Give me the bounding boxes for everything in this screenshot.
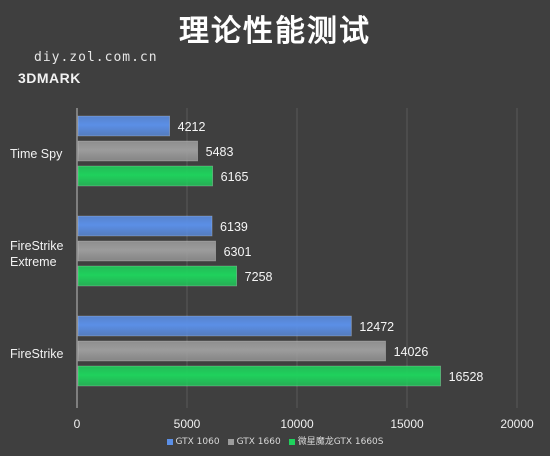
data-label: 16528 — [449, 370, 484, 384]
data-label: 14026 — [394, 345, 429, 359]
bar — [77, 340, 386, 362]
x-tick-label: 10000 — [280, 417, 314, 431]
bar — [77, 265, 237, 287]
source-watermark: diy.zol.com.cn — [34, 50, 158, 65]
bar — [77, 165, 213, 187]
legend-label: GTX 1060 — [175, 437, 220, 447]
data-label: 5483 — [206, 145, 234, 159]
legend-swatch — [166, 438, 173, 445]
chart-title: 理论性能测试 — [179, 14, 371, 49]
legend-label: 微星魔龙GTX 1660S — [297, 437, 384, 447]
legend-item: GTX 1060 — [166, 437, 220, 447]
x-tick-label: 5000 — [174, 417, 201, 431]
bar — [77, 240, 216, 262]
data-label: 4212 — [178, 120, 206, 134]
bar — [77, 140, 198, 162]
legend-swatch — [227, 438, 234, 445]
category-label: Time Spy — [10, 147, 63, 161]
chart-subtitle: 3DMARK — [18, 70, 81, 86]
bar — [77, 315, 352, 337]
legend-label: GTX 1660 — [236, 437, 281, 447]
x-tick-label: 0 — [74, 417, 81, 431]
bar — [77, 365, 441, 387]
legend: GTX 1060 GTX 1660 微星魔龙GTX 1660S — [0, 434, 550, 447]
data-label: 6301 — [224, 245, 252, 259]
data-label: 7258 — [245, 270, 273, 284]
bar — [77, 115, 170, 137]
category-label: Extreme — [10, 255, 57, 269]
data-label: 6165 — [221, 170, 249, 184]
data-label: 12472 — [359, 320, 394, 334]
data-label: 6139 — [220, 220, 248, 234]
category-label: FireStrike — [10, 347, 64, 361]
x-tick-label: 15000 — [390, 417, 424, 431]
legend-item: 微星魔龙GTX 1660S — [288, 434, 384, 447]
category-label: FireStrike — [10, 239, 64, 253]
x-tick-label: 20000 — [500, 417, 534, 431]
legend-swatch — [288, 438, 295, 445]
bar — [77, 215, 213, 237]
legend-item: GTX 1660 — [227, 437, 281, 447]
